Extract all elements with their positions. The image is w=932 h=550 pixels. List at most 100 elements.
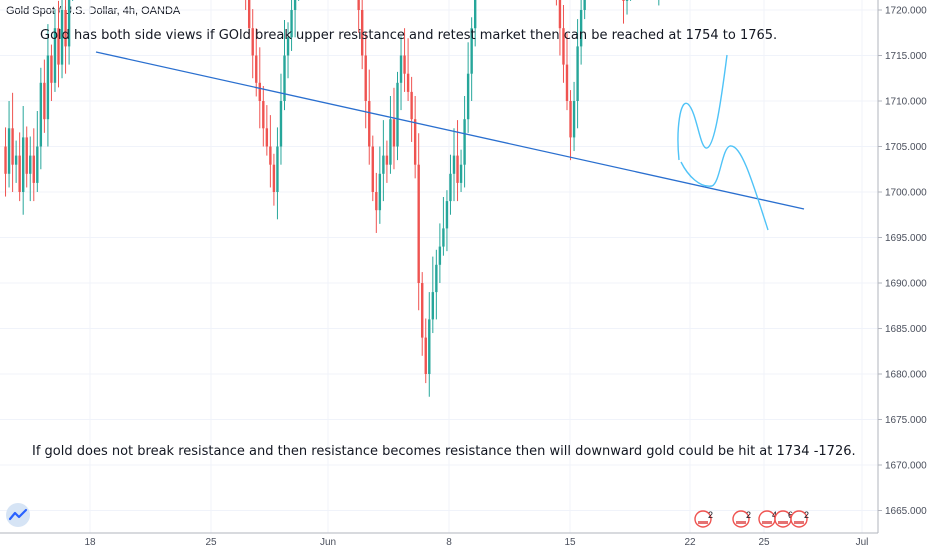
candle-body <box>46 55 50 120</box>
candle-body <box>4 146 7 174</box>
candle-body <box>60 10 64 65</box>
event-flag-stripe <box>698 521 708 524</box>
time-axis[interactable]: 18 25 Jun 8 15 22 25 Jul <box>0 532 878 548</box>
candle-body <box>364 55 367 101</box>
candle-body <box>67 0 71 47</box>
candle-body <box>385 155 389 165</box>
price-tick-label: 1690.000 <box>885 279 927 290</box>
candle-body <box>283 55 286 101</box>
candle-body <box>463 119 466 165</box>
candle-body <box>25 137 28 174</box>
candle-body <box>625 0 629 1</box>
candle-body <box>50 55 53 83</box>
candle-body <box>421 283 424 338</box>
candle-body <box>579 10 583 47</box>
candle-body <box>562 28 565 65</box>
candle-body <box>576 46 579 101</box>
event-count-label: 6 <box>788 510 793 520</box>
candle-body <box>413 119 417 165</box>
price-tick-label: 1665.000 <box>885 506 927 517</box>
candle-body <box>565 64 569 101</box>
event-flag-stripe <box>778 521 788 524</box>
time-tick-label: Jul <box>856 537 869 548</box>
tradingview-logo-icon <box>6 503 30 527</box>
candle-body <box>64 10 67 47</box>
candle-body <box>470 28 473 74</box>
price-tick-label: 1705.000 <box>885 142 927 153</box>
candle-body <box>21 137 25 192</box>
candle-body <box>382 155 385 174</box>
candle-body <box>449 173 452 202</box>
candle-body <box>442 228 445 247</box>
price-tick-label: 1695.000 <box>885 233 927 244</box>
candle-body <box>32 155 35 183</box>
price-tick-label: 1710.000 <box>885 97 927 108</box>
candle-body <box>452 155 456 174</box>
candle-body <box>399 55 403 83</box>
candle-body <box>410 91 413 120</box>
bullish-projection-path <box>677 54 728 161</box>
candle-body <box>36 146 39 183</box>
candle-body <box>378 173 382 211</box>
event-count-label: 2 <box>746 510 751 520</box>
candle-body <box>438 246 442 265</box>
candle-body <box>255 55 258 83</box>
candle-body <box>276 146 279 192</box>
event-count-label: 2 <box>804 510 809 520</box>
economic-event-badges[interactable]: 2 2 4 6 2 <box>694 510 809 528</box>
candle-body <box>456 155 459 183</box>
candle-body <box>371 146 374 192</box>
candle-body <box>583 0 586 11</box>
price-tick-label: 1700.000 <box>885 188 927 199</box>
candle-body <box>406 73 410 92</box>
lower-annotation: If gold does not break resistance and th… <box>32 444 856 459</box>
price-tick-label: 1715.000 <box>885 51 927 62</box>
candle-body <box>396 82 399 147</box>
chart-symbol-title: Gold Spot / U.S. Dollar, 4h, OANDA <box>6 5 181 17</box>
price-tick-label: 1670.000 <box>885 461 927 472</box>
event-count-label: 4 <box>772 510 777 520</box>
candle-body <box>265 128 269 147</box>
candle-body <box>262 101 265 129</box>
candle-body <box>251 28 254 56</box>
bearish-projection-path <box>680 145 769 231</box>
time-tick-label: 22 <box>684 537 696 548</box>
candle-body <box>459 164 463 183</box>
candle-body <box>403 55 406 74</box>
candle-body <box>417 164 420 283</box>
candle-body <box>569 101 572 138</box>
candle-body <box>18 155 21 192</box>
candle-body <box>428 319 431 374</box>
candle-body <box>392 119 396 147</box>
candle-body <box>431 292 435 320</box>
event-flag-stripe <box>794 521 804 524</box>
candle-body <box>290 10 293 38</box>
candle-body <box>572 101 576 138</box>
time-tick-label: 15 <box>564 537 576 548</box>
price-tick-label: 1675.000 <box>885 415 927 426</box>
candle-body <box>29 155 32 174</box>
candle-body <box>39 82 43 147</box>
candle-body <box>558 0 562 29</box>
candle-body <box>247 0 251 29</box>
candle-body <box>389 119 392 165</box>
candle-body <box>375 192 378 211</box>
event-flag-stripe <box>762 521 772 524</box>
candlestick-series <box>4 0 660 397</box>
price-tick-label: 1685.000 <box>885 324 927 335</box>
candle-body <box>258 82 261 101</box>
candle-body <box>424 337 427 374</box>
candle-body <box>360 10 364 56</box>
price-axis[interactable]: 1665.000 1670.000 1675.000 1680.000 1685.000… <box>877 0 932 533</box>
time-tick-label: 25 <box>758 537 770 548</box>
candle-body <box>473 0 477 29</box>
candle-body <box>622 0 625 1</box>
candle-body <box>466 73 470 120</box>
upper-annotation: Gold has both side views if GOld break u… <box>40 28 777 43</box>
candle-body <box>279 101 283 147</box>
descending-trendline[interactable] <box>95 51 805 210</box>
candle-body <box>43 82 46 120</box>
candle-body <box>269 146 272 165</box>
price-tick-label: 1680.000 <box>885 370 927 381</box>
